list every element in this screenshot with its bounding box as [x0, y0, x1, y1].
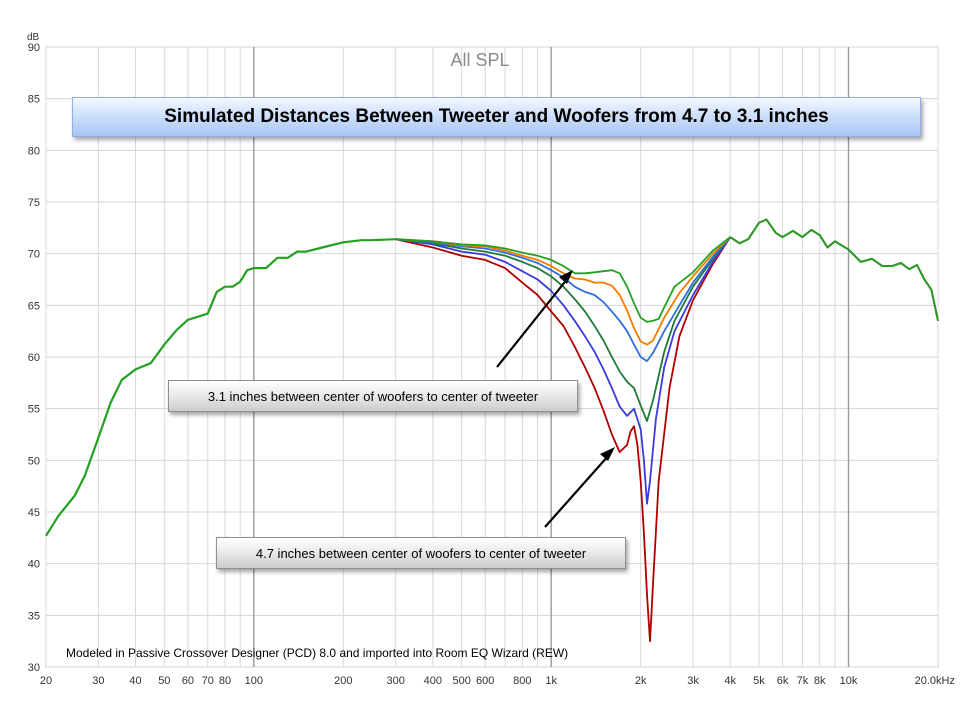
x-tick-label: 20.0kHz [915, 675, 955, 687]
y-tick-label: 55 [28, 404, 40, 416]
x-tick-label: 10k [840, 675, 858, 687]
series-line [395, 236, 731, 643]
grid-lines [45, 46, 939, 668]
y-tick-label: 50 [28, 455, 40, 467]
x-axis-ticks: 20 30 40 50 60 70 80 100 200 300 400 500 600 800 1k 2k 3… [40, 675, 955, 687]
y-tick-label: 85 [28, 94, 40, 106]
y-tick-label: 70 [28, 249, 40, 261]
arrow-3-1-inches [496, 277, 569, 368]
series-line [395, 236, 731, 422]
series-line [395, 236, 731, 346]
arrow-head-4-7-inches [600, 447, 615, 461]
x-tick-label: 200 [334, 675, 352, 687]
callout-3-1-inches: 3.1 inches between center of woofers to … [168, 380, 578, 412]
x-tick-label: 500 [452, 675, 470, 687]
y-axis-ticks: 30 35 40 45 50 55 60 65 70 75 80 85 90 [28, 42, 40, 674]
x-tick-label: 7k [797, 675, 809, 687]
x-tick-label: 5k [753, 675, 765, 687]
y-tick-label: 60 [28, 352, 40, 364]
y-tick-label: 80 [28, 145, 40, 157]
arrow-head-3-1-inches [559, 270, 573, 284]
x-tick-label: 2k [635, 675, 647, 687]
x-tick-label: 600 [476, 675, 494, 687]
y-tick-label: 40 [28, 559, 40, 571]
y-tick-label: 75 [28, 197, 40, 209]
x-tick-label: 8k [814, 675, 826, 687]
series-lines [45, 218, 939, 643]
y-tick-label: 90 [28, 42, 40, 54]
y-tick-label: 45 [28, 507, 40, 519]
x-tick-label: 6k [777, 675, 789, 687]
arrow-4-7-inches [544, 454, 610, 528]
x-tick-label: 100 [245, 675, 263, 687]
x-tick-label: 50 [158, 675, 170, 687]
x-tick-label: 300 [387, 675, 405, 687]
series-line [395, 236, 731, 323]
callout-4-7-inches: 4.7 inches between center of woofers to … [216, 537, 626, 569]
chart-title: All SPL [450, 50, 509, 70]
x-tick-label: 20 [40, 675, 52, 687]
footnote: Modeled in Passive Crossover Designer (P… [66, 646, 569, 660]
x-tick-label: 1k [545, 675, 557, 687]
annotation-arrows [496, 270, 615, 528]
x-tick-label: 80 [219, 675, 231, 687]
y-tick-label: 65 [28, 300, 40, 312]
x-tick-label: 70 [202, 675, 214, 687]
x-tick-label: 800 [513, 675, 531, 687]
y-tick-label: 30 [28, 662, 40, 674]
x-tick-label: 4k [724, 675, 736, 687]
x-tick-label: 400 [424, 675, 442, 687]
chart-banner: Simulated Distances Between Tweeter and … [72, 97, 921, 137]
series-line-high [729, 218, 939, 321]
y-tick-label: 35 [28, 610, 40, 622]
series-line-common-low [45, 238, 396, 537]
x-tick-label: 3k [687, 675, 699, 687]
series-line [395, 236, 731, 362]
x-tick-label: 60 [182, 675, 194, 687]
y-axis-unit-label: dB [27, 32, 40, 43]
series-line [395, 236, 731, 505]
x-tick-label: 40 [129, 675, 141, 687]
x-tick-label: 30 [92, 675, 104, 687]
